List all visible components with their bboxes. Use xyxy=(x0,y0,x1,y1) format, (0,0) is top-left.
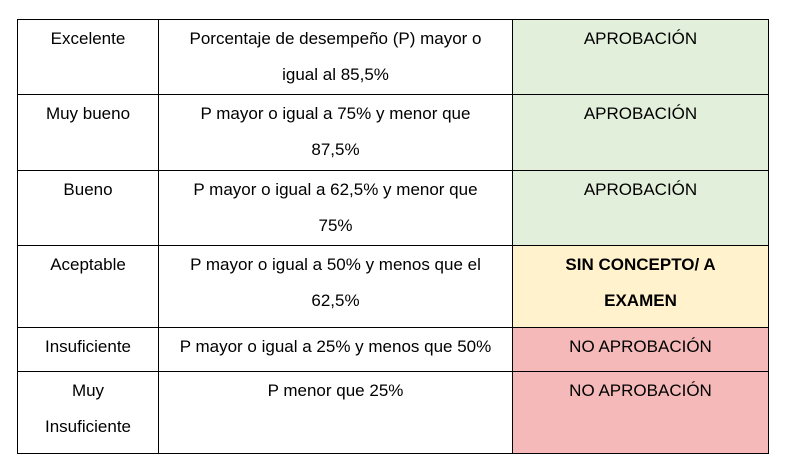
category-label: Muy xyxy=(71,381,105,400)
category-cell: Excelente xyxy=(17,19,159,95)
criterion-line: P mayor o igual a 75% y menor que xyxy=(200,104,471,123)
criterion-line: 87,5% xyxy=(311,140,360,159)
category-cell: Muy Insuficiente xyxy=(17,371,159,454)
category-cell: Insuficiente xyxy=(17,327,159,372)
table-row: Muy Insuficiente P menor que 25% NO APRO… xyxy=(17,371,769,454)
result-cell: APROBACIÓN xyxy=(512,170,769,246)
criterion-cell: P mayor o igual a 62,5% y menor que 75% xyxy=(158,170,513,246)
grading-scale-table: Excelente Porcentaje de desempeño (P) ma… xyxy=(17,19,769,454)
result-cell: APROBACIÓN xyxy=(512,94,769,171)
criterion-line: P mayor o igual a 62,5% y menor que xyxy=(193,180,478,199)
category-label: Excelente xyxy=(50,29,126,48)
criterion-line: P mayor o igual a 25% y menos que 50% xyxy=(179,337,492,356)
table-row: Insuficiente P mayor o igual a 25% y men… xyxy=(17,327,769,372)
table-row: Excelente Porcentaje de desempeño (P) ma… xyxy=(17,19,769,95)
result-label: NO APROBACIÓN xyxy=(569,381,712,400)
category-cell: Aceptable xyxy=(17,245,159,328)
criterion-cell: P menor que 25% xyxy=(158,371,513,454)
result-label: NO APROBACIÓN xyxy=(569,337,712,356)
category-label: Insuficiente xyxy=(45,337,131,356)
category-label: Bueno xyxy=(63,180,113,199)
category-label: Aceptable xyxy=(50,255,126,274)
table-row: Bueno P mayor o igual a 62,5% y menor qu… xyxy=(17,170,769,246)
criterion-line: 75% xyxy=(318,216,353,235)
criterion-cell: P mayor o igual a 50% y menos que el 62,… xyxy=(158,245,513,328)
table-row: Muy bueno P mayor o igual a 75% y menor … xyxy=(17,94,769,171)
criterion-cell: Porcentaje de desempeño (P) mayor o igua… xyxy=(158,19,513,95)
table-row: Aceptable P mayor o igual a 50% y menos … xyxy=(17,245,769,328)
result-label: APROBACIÓN xyxy=(583,29,698,48)
category-cell: Bueno xyxy=(17,170,159,246)
result-label: EXAMEN xyxy=(604,291,677,310)
criterion-line: Porcentaje de desempeño (P) mayor o xyxy=(189,29,482,48)
result-cell: NO APROBACIÓN xyxy=(512,327,769,372)
result-label: SIN CONCEPTO/ A xyxy=(565,255,716,274)
criterion-line: igual al 85,5% xyxy=(282,65,389,84)
category-label: Muy bueno xyxy=(45,104,131,123)
criterion-cell: P mayor o igual a 25% y menos que 50% xyxy=(158,327,513,372)
criterion-line: 62,5% xyxy=(311,291,360,310)
result-label: APROBACIÓN xyxy=(583,180,698,199)
criterion-cell: P mayor o igual a 75% y menor que 87,5% xyxy=(158,94,513,171)
category-cell: Muy bueno xyxy=(17,94,159,171)
result-label: APROBACIÓN xyxy=(583,104,698,123)
category-label: Insuficiente xyxy=(45,417,131,436)
result-cell: SIN CONCEPTO/ A EXAMEN xyxy=(512,245,769,328)
result-cell: APROBACIÓN xyxy=(512,19,769,95)
result-cell: NO APROBACIÓN xyxy=(512,371,769,454)
criterion-line: P menor que 25% xyxy=(267,381,404,400)
criterion-line: P mayor o igual a 50% y menos que el xyxy=(190,255,481,274)
